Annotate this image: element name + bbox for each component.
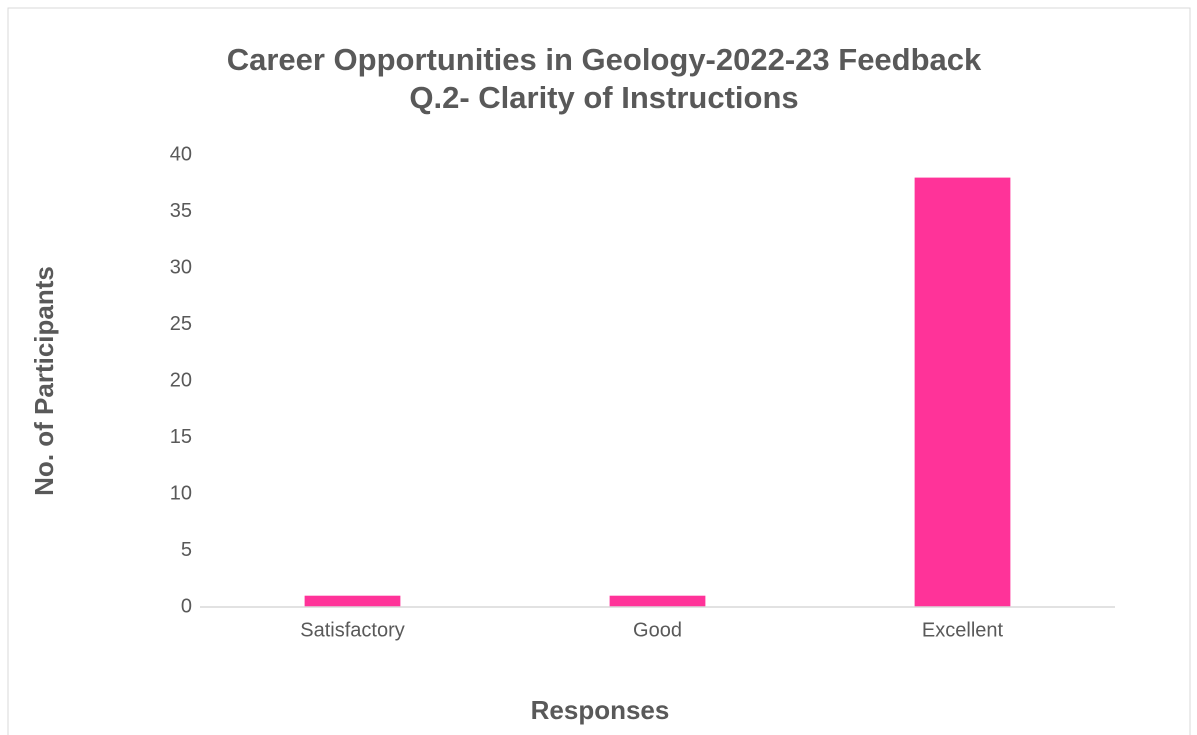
y-axis-title: No. of Participants xyxy=(29,266,59,496)
x-tick-label: Satisfactory xyxy=(300,619,404,641)
chart-title: Q.2- Clarity of Instructions xyxy=(409,80,798,115)
chart-border xyxy=(7,7,1191,735)
bar xyxy=(304,595,401,607)
y-tick-label: 35 xyxy=(170,200,192,222)
bar xyxy=(914,177,1011,607)
y-tick-label: 40 xyxy=(170,143,192,165)
y-tick-label: 15 xyxy=(170,426,192,448)
x-axis-title: Responses xyxy=(531,695,670,725)
x-tick-label: Excellent xyxy=(922,619,1004,641)
y-tick-label: 20 xyxy=(170,369,192,391)
y-tick-label: 10 xyxy=(170,482,192,504)
x-tick-label: Good xyxy=(633,619,682,641)
y-tick-label: 25 xyxy=(170,313,192,335)
chart-title: Career Opportunities in Geology-2022-23 … xyxy=(227,42,982,77)
bar xyxy=(609,595,706,607)
y-tick-label: 5 xyxy=(181,539,192,561)
y-tick-label: 30 xyxy=(170,256,192,278)
y-tick-label: 0 xyxy=(181,595,192,617)
